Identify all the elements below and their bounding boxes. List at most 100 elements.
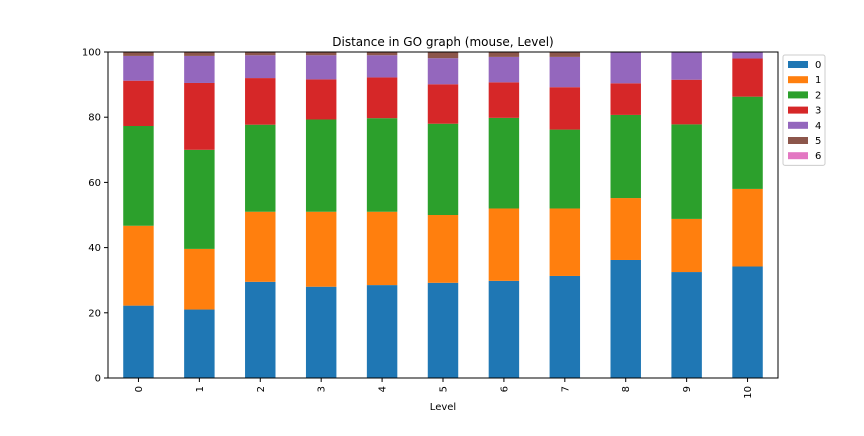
bar-segment bbox=[427, 58, 459, 85]
bar-segment bbox=[488, 117, 520, 209]
bar-segment bbox=[488, 280, 520, 378]
bar-segment bbox=[549, 208, 581, 276]
legend-label: 2 bbox=[815, 90, 821, 101]
bar-segment bbox=[549, 52, 581, 57]
x-tick-label: 6 bbox=[499, 386, 510, 392]
bar-segment bbox=[123, 52, 154, 56]
bar-segment bbox=[305, 52, 337, 56]
x-tick-label: 5 bbox=[439, 386, 450, 392]
bar-segment bbox=[305, 286, 337, 378]
bar-segment bbox=[366, 118, 398, 212]
bar-segment bbox=[427, 282, 459, 378]
y-tick-label: 20 bbox=[88, 308, 101, 319]
legend: 0 1 2 3 4 5 6 bbox=[782, 54, 826, 166]
bar-segment bbox=[123, 55, 154, 81]
bar-segment bbox=[732, 188, 763, 267]
x-tick-label: 10 bbox=[743, 386, 754, 399]
bar-segment bbox=[671, 272, 702, 378]
bar-segment bbox=[549, 87, 581, 130]
x-tick-label: 0 bbox=[134, 386, 145, 392]
bar-segment bbox=[610, 114, 641, 199]
legend-swatch bbox=[788, 76, 808, 84]
legend-label: 3 bbox=[815, 106, 821, 117]
bar-segment bbox=[610, 198, 641, 260]
legend-swatch bbox=[788, 121, 808, 129]
bar-segment bbox=[366, 285, 398, 378]
bar-segment bbox=[245, 124, 276, 212]
y-tick-label: 60 bbox=[88, 178, 101, 189]
bar-segment bbox=[671, 52, 702, 80]
x-axis-label: Level bbox=[430, 402, 456, 413]
bar-segment bbox=[427, 123, 459, 215]
x-tick-label: 7 bbox=[560, 386, 571, 392]
bar-segment bbox=[488, 208, 520, 281]
legend-swatch bbox=[788, 106, 808, 114]
bar-segment bbox=[245, 78, 276, 125]
legend-swatch bbox=[788, 137, 808, 144]
bar-segment bbox=[488, 52, 520, 57]
bars-group bbox=[123, 52, 763, 378]
bar-segment bbox=[366, 55, 398, 78]
y-tick-label: 100 bbox=[82, 48, 101, 59]
bar-segment bbox=[245, 55, 276, 79]
x-tick-label: 1 bbox=[195, 386, 206, 392]
bar-segment bbox=[488, 56, 520, 83]
legend-swatch bbox=[788, 61, 808, 68]
bar-segment bbox=[123, 126, 154, 226]
x-tick-label: 4 bbox=[378, 386, 389, 392]
bar-segment bbox=[123, 305, 154, 378]
bar-segment bbox=[245, 211, 276, 282]
bar-segment bbox=[610, 259, 641, 378]
x-tick-label: 8 bbox=[621, 386, 632, 392]
x-tick-label: 2 bbox=[256, 386, 267, 392]
bar-segment bbox=[671, 218, 702, 273]
bar-segment bbox=[245, 281, 276, 378]
bar-segment bbox=[184, 309, 215, 378]
bar-segment bbox=[184, 248, 215, 310]
chart-title: Distance in GO graph (mouse, Level) bbox=[332, 35, 553, 49]
y-tick-label: 0 bbox=[95, 374, 101, 385]
bar-segment bbox=[245, 52, 276, 56]
legend-label: 0 bbox=[815, 60, 821, 71]
bar-segment bbox=[732, 52, 763, 59]
legend-swatch bbox=[788, 91, 808, 99]
bar-segment bbox=[184, 55, 215, 83]
bar-segment bbox=[184, 149, 215, 249]
bar-segment bbox=[671, 79, 702, 125]
bar-segment bbox=[732, 266, 763, 378]
bar-segment bbox=[671, 124, 702, 219]
legend-label: 1 bbox=[815, 75, 821, 86]
bar-segment bbox=[427, 84, 459, 124]
bar-segment bbox=[549, 275, 581, 378]
bar-segment bbox=[732, 96, 763, 189]
legend-label: 4 bbox=[815, 121, 821, 132]
bar-segment bbox=[427, 52, 459, 59]
bar-segment bbox=[123, 225, 154, 306]
y-axis: 0 20 40 60 80 100 bbox=[82, 48, 108, 385]
y-tick-label: 40 bbox=[88, 243, 101, 254]
bar-segment bbox=[184, 52, 215, 56]
bar-segment bbox=[305, 79, 337, 120]
bar-segment bbox=[488, 82, 520, 118]
x-tick-label: 3 bbox=[317, 386, 328, 392]
y-tick-label: 80 bbox=[88, 113, 101, 124]
legend-label: 6 bbox=[815, 151, 821, 162]
bar-segment bbox=[732, 58, 763, 97]
bar-segment bbox=[549, 129, 581, 209]
bar-segment bbox=[366, 77, 398, 119]
bar-segment bbox=[366, 52, 398, 56]
bar-segment bbox=[427, 215, 459, 283]
bar-segment bbox=[305, 55, 337, 80]
bar-segment bbox=[123, 80, 154, 127]
bar-segment bbox=[366, 211, 398, 286]
bar-segment bbox=[305, 211, 337, 287]
bar-segment bbox=[610, 83, 641, 115]
x-tick-label: 9 bbox=[682, 386, 693, 392]
bar-segment bbox=[305, 119, 337, 212]
legend-swatch bbox=[788, 152, 808, 160]
bar-segment bbox=[184, 82, 215, 150]
bar-segment bbox=[549, 56, 581, 88]
legend-label: 5 bbox=[815, 136, 821, 147]
